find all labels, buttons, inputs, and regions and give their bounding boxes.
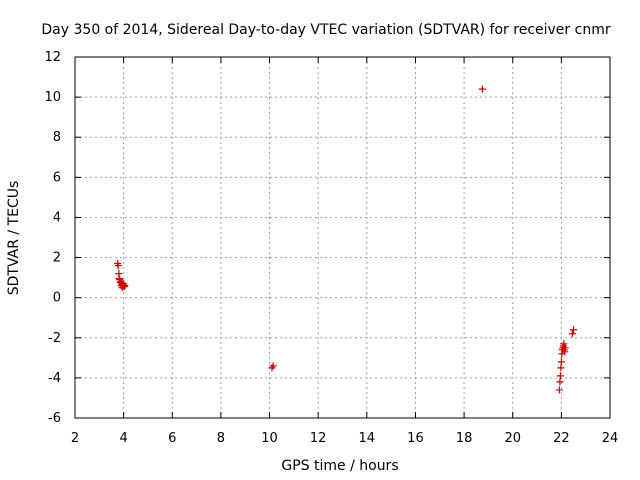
x-tick-label: 12 [310, 431, 327, 446]
x-tick-label: 4 [119, 431, 127, 446]
data-point [121, 282, 129, 290]
chart-title: Day 350 of 2014, Sidereal Day-to-day VTE… [41, 22, 610, 38]
x-axis-ticks: 2 4 6 8 10 12 14 16 18 20 22 24 [71, 57, 618, 446]
data-point [120, 283, 128, 291]
data-point [269, 362, 277, 370]
data-points [114, 85, 578, 394]
y-tick-label: 8 [53, 130, 61, 145]
y-tick-label: 2 [53, 251, 61, 266]
data-point [557, 364, 565, 372]
x-tick-label: 18 [456, 431, 473, 446]
x-tick-label: 22 [553, 431, 570, 446]
data-point [556, 372, 564, 380]
data-point [570, 326, 578, 334]
y-tick-label: -4 [48, 371, 61, 386]
plot-border [74, 56, 611, 419]
x-tick-label: 14 [359, 431, 376, 446]
y-tick-label: 10 [44, 90, 61, 105]
y-axis-ticks: -6 -4 -2 0 2 4 6 8 10 12 [44, 50, 610, 426]
data-point [478, 85, 486, 93]
x-tick-label: 16 [407, 431, 424, 446]
y-axis-label: SDTVAR / TECUs [6, 181, 22, 296]
y-tick-label: -2 [48, 331, 61, 346]
x-axis-label: GPS time / hours [281, 458, 398, 474]
data-point [560, 340, 568, 348]
y-tick-label: 12 [44, 50, 61, 65]
x-tick-label: 20 [504, 431, 521, 446]
x-tick-label: 2 [71, 431, 79, 446]
data-point [557, 358, 565, 366]
grid-lines [75, 57, 610, 418]
y-tick-label: 4 [53, 210, 61, 225]
data-point [561, 344, 569, 352]
x-tick-label: 10 [261, 431, 278, 446]
x-tick-label: 8 [217, 431, 225, 446]
x-tick-label: 24 [602, 431, 619, 446]
y-tick-label: 0 [53, 291, 61, 306]
data-point [555, 386, 563, 394]
y-tick-label: -6 [48, 411, 61, 426]
x-tick-label: 6 [168, 431, 176, 446]
data-point [114, 262, 122, 270]
plot-frame [74, 56, 611, 419]
data-point [568, 330, 576, 338]
data-point [556, 378, 564, 386]
y-tick-label: 6 [53, 170, 61, 185]
